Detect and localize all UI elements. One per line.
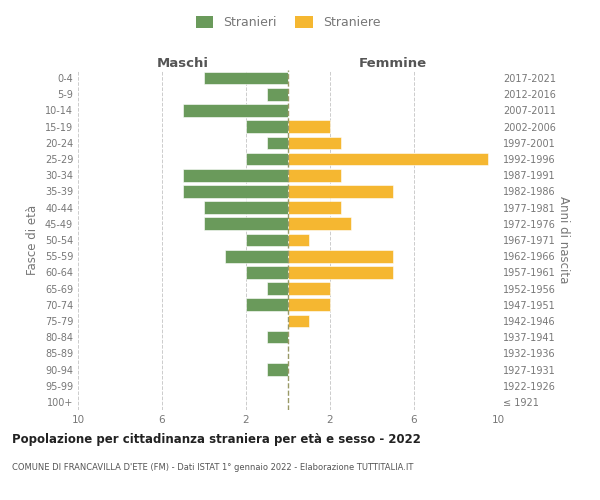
Y-axis label: Fasce di età: Fasce di età bbox=[26, 205, 39, 275]
Bar bbox=[288, 266, 393, 278]
Bar bbox=[288, 136, 341, 149]
Bar bbox=[267, 282, 288, 295]
Bar bbox=[267, 136, 288, 149]
Bar bbox=[246, 266, 288, 278]
Bar bbox=[183, 169, 288, 181]
Bar bbox=[246, 152, 288, 166]
Bar bbox=[288, 314, 309, 328]
Text: COMUNE DI FRANCAVILLA D'ETE (FM) - Dati ISTAT 1° gennaio 2022 - Elaborazione TUT: COMUNE DI FRANCAVILLA D'ETE (FM) - Dati … bbox=[12, 462, 413, 471]
Bar bbox=[183, 104, 288, 117]
Bar bbox=[204, 218, 288, 230]
Bar bbox=[246, 120, 288, 133]
Bar bbox=[204, 202, 288, 214]
Bar bbox=[288, 218, 351, 230]
Bar bbox=[267, 363, 288, 376]
Bar bbox=[183, 185, 288, 198]
Bar bbox=[246, 298, 288, 311]
Bar bbox=[225, 250, 288, 262]
Legend: Stranieri, Straniere: Stranieri, Straniere bbox=[191, 11, 385, 34]
Bar bbox=[267, 88, 288, 101]
Bar bbox=[246, 234, 288, 246]
Bar bbox=[288, 298, 330, 311]
Y-axis label: Anni di nascita: Anni di nascita bbox=[557, 196, 570, 284]
Text: Femmine: Femmine bbox=[359, 57, 427, 70]
Bar bbox=[288, 169, 341, 181]
Bar bbox=[267, 331, 288, 344]
Bar bbox=[288, 120, 330, 133]
Bar bbox=[288, 282, 330, 295]
Bar bbox=[288, 152, 487, 166]
Text: Popolazione per cittadinanza straniera per età e sesso - 2022: Popolazione per cittadinanza straniera p… bbox=[12, 432, 421, 446]
Bar bbox=[288, 250, 393, 262]
Bar bbox=[288, 185, 393, 198]
Bar bbox=[288, 202, 341, 214]
Bar bbox=[204, 72, 288, 85]
Text: Maschi: Maschi bbox=[157, 57, 209, 70]
Bar bbox=[288, 234, 309, 246]
